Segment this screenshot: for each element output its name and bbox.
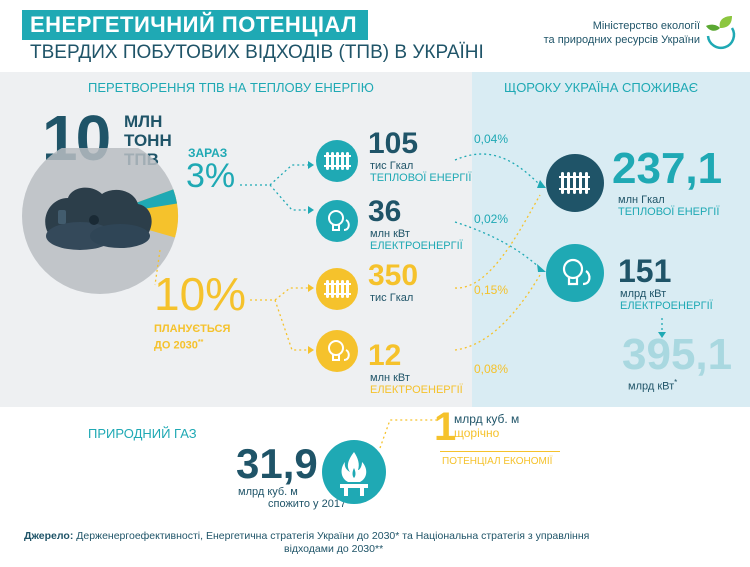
- electricity-consumption-type: ЕЛЕКТРОЕНЕРГІЇ: [620, 300, 713, 312]
- radiator-icon: [546, 154, 604, 212]
- arrow-head-icon: [537, 264, 546, 272]
- ministry-line-1: Міністерство екології: [592, 20, 700, 32]
- page-title: ЕНЕРГЕТИЧНИЙ ПОТЕНЦІАЛ: [30, 12, 358, 37]
- radiator-icon: [316, 140, 358, 182]
- gas-savings-unit: млрд куб. м: [454, 412, 520, 426]
- gas-consumed-value: 31,9: [236, 440, 318, 487]
- lightbulb-icon: [316, 200, 358, 242]
- total-energy-unit: млрд кВт*: [628, 378, 677, 393]
- electricity-now-unit: млн кВт: [370, 228, 410, 240]
- electricity-now-type: ЕЛЕКТРОЕНЕРГІЇ: [370, 240, 463, 252]
- gas-savings-frequency: щорічно: [454, 426, 500, 440]
- gas-section-title: ПРИРОДНИЙ ГАЗ: [88, 426, 197, 441]
- heat-now-share: 0,04%: [474, 132, 509, 146]
- electricity-now-value: 36: [368, 195, 402, 228]
- source-text-line-1: Держенергоефективності, Енергетична стра…: [76, 530, 590, 542]
- radiator-icon: [316, 268, 358, 310]
- waste-unit-line-2: ТОНН: [124, 131, 172, 150]
- ministry-name: Міністерство екології та природних ресур…: [530, 19, 700, 47]
- lightbulb-icon: [546, 244, 604, 302]
- ministry-line-2: та природних ресурсів України: [543, 34, 700, 46]
- heat-now-value: 105: [368, 127, 419, 160]
- page-subtitle: ТВЕРДИХ ПОБУТОВИХ ВІДХОДІВ (ТПВ) В УКРАЇ…: [30, 42, 484, 63]
- gas-savings-value: 1: [434, 405, 457, 449]
- planned-label-line-1: ПЛАНУЄТЬСЯ: [154, 323, 231, 335]
- source-note: Джерело: Держенергоефективності, Енергет…: [24, 530, 734, 556]
- electricity-now-share: 0,02%: [474, 212, 509, 226]
- planned-label-year: ДО 2030: [154, 339, 198, 352]
- source-text-line-2: відходами до 2030**: [284, 543, 384, 555]
- arrow-head-icon: [308, 346, 314, 354]
- planned-percent: 10%: [154, 268, 247, 320]
- electricity-plan-share: 0,08%: [474, 362, 509, 376]
- planned-label: ПЛАНУЄТЬСЯ ДО 2030**: [154, 322, 230, 353]
- planned-label-line-2: ДО 2030**: [154, 336, 230, 353]
- gas-consumed-unit: млрд куб. м: [238, 486, 298, 498]
- waste-unit-line-1: МЛН: [124, 112, 163, 131]
- conversion-section-title: ПЕРЕТВОРЕННЯ ТПВ НА ТЕПЛОВУ ЕНЕРГІЮ: [88, 80, 374, 95]
- arrow-head-icon: [308, 161, 314, 169]
- consumption-section-title: ЩОРОКУ УКРАЇНА СПОЖИВАЄ: [504, 80, 699, 95]
- electricity-plan-unit: млн кВт: [370, 372, 410, 384]
- total-energy-unit-text: млрд кВт: [628, 380, 675, 393]
- arrow-head-icon: [308, 284, 314, 292]
- ministry-logo-icon: [706, 16, 736, 50]
- heat-plan-value: 350: [368, 259, 419, 292]
- heat-consumption-unit: млн Гкал: [618, 194, 665, 206]
- heat-plan-unit: тис Гкал: [370, 292, 414, 304]
- consumption-panel: [472, 72, 750, 407]
- planned-footnote: **: [197, 339, 204, 346]
- electricity-consumption-unit: млрд кВт: [620, 288, 667, 300]
- heat-plan-share: 0,15%: [474, 283, 509, 297]
- heat-now-unit: тис Гкал: [370, 160, 414, 172]
- gas-flame-icon: [322, 440, 386, 504]
- current-label: ЗАРАЗ: [188, 146, 228, 160]
- lightbulb-icon: [316, 330, 358, 372]
- arrow-head-icon: [308, 206, 314, 214]
- heat-consumption-type: ТЕПЛОВОЇ ЕНЕРГІЇ: [618, 206, 720, 218]
- gas-savings-label: ПОТЕНЦІАЛ ЕКОНОМІЇ: [442, 456, 553, 467]
- total-energy-footnote: *: [674, 378, 678, 387]
- arrow-head-icon: [658, 332, 666, 338]
- electricity-consumption-value: 151: [618, 253, 672, 289]
- title-bar: [22, 10, 368, 40]
- electricity-plan-type: ЕЛЕКТРОЕНЕРГІЇ: [370, 384, 463, 396]
- heat-consumption-value: 237,1: [612, 144, 723, 193]
- savings-divider: [440, 451, 560, 452]
- waste-pie-chart: [22, 148, 178, 294]
- total-energy-value: 395,1: [622, 330, 733, 379]
- heat-now-type: ТЕПЛОВОЇ ЕНЕРГІЇ: [370, 172, 472, 184]
- current-percent: 3%: [186, 157, 236, 195]
- arrow-head-icon: [537, 180, 546, 188]
- source-label: Джерело:: [24, 530, 74, 542]
- garbage-bags-icon: [45, 187, 152, 234]
- gas-consumed-note: спожито у 2017: [268, 498, 347, 510]
- electricity-plan-value: 12: [368, 339, 402, 372]
